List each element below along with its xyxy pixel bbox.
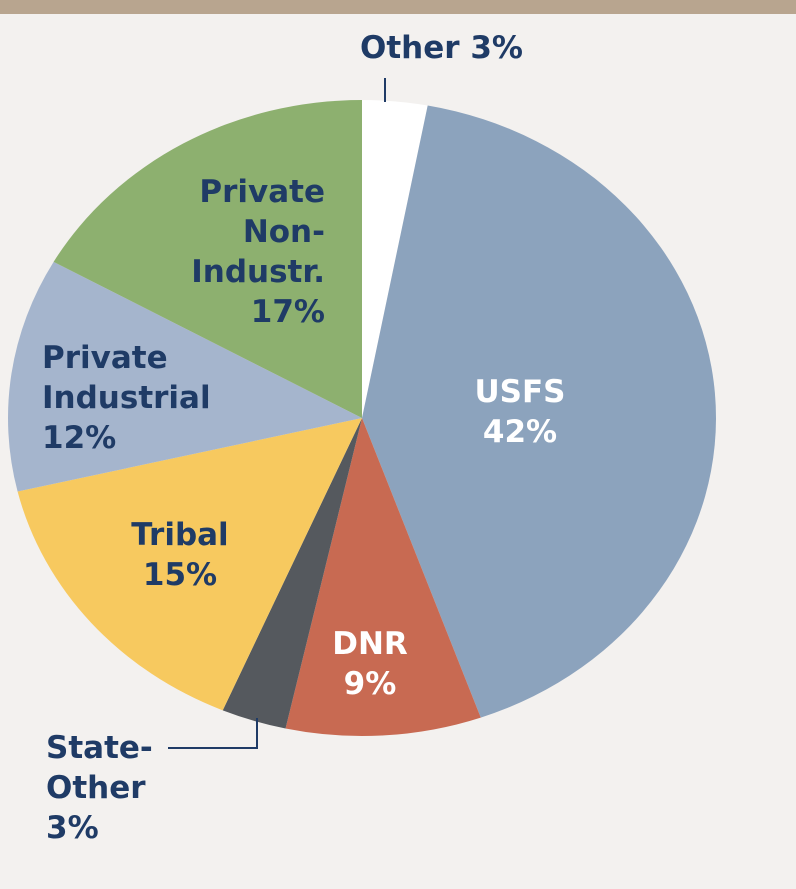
pie-slice [285,418,481,736]
category-label: State-Other [46,730,153,806]
header-bar [0,0,796,14]
pie-slice [53,100,362,418]
slice-label: USFS 42% [440,372,600,452]
value-label: 17% [250,294,325,330]
pie-slice [17,418,362,711]
slice-label: Private Non-Industr. 17% [165,172,325,332]
pie-slice [7,261,362,492]
category-label: Private Industrial [42,340,211,416]
value-label: 9% [343,666,397,702]
value-label: 3% [470,30,523,66]
value-label: 12% [42,420,117,456]
slice-label: Other 3% [360,28,580,68]
slice-label: State-Other 3% [46,728,186,848]
category-label: Private Non-Industr. [191,174,325,290]
pie-slice [222,418,362,729]
slice-label: Private Industrial 12% [42,338,242,458]
value-label: 42% [482,414,558,450]
pie-slice [362,105,716,718]
value-label: 3% [46,810,99,846]
category-label: USFS [474,374,566,410]
value-label: 15% [142,557,218,593]
leader-line [168,718,258,749]
category-label: Tribal [131,517,229,553]
pie-slice [362,100,428,418]
slice-label: Tribal 15% [110,515,250,595]
category-label: DNR [332,626,408,662]
category-label: Other [360,30,460,66]
slice-label: DNR 9% [310,624,430,704]
pie [7,100,716,736]
